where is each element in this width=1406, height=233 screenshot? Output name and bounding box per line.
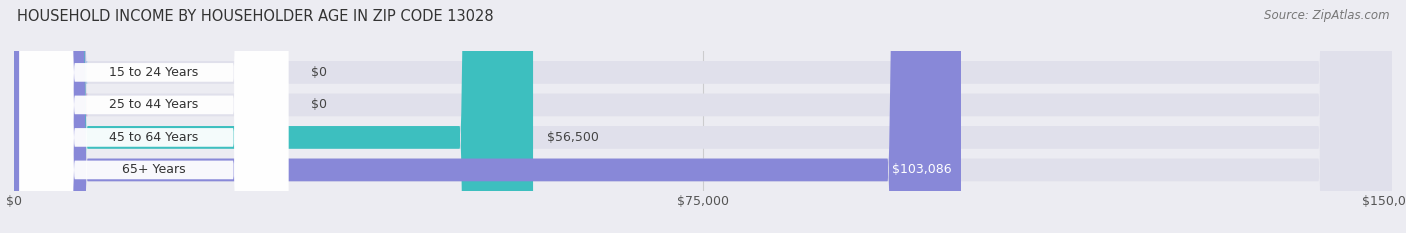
FancyBboxPatch shape	[14, 0, 1392, 233]
Text: $0: $0	[311, 66, 328, 79]
Text: $56,500: $56,500	[547, 131, 599, 144]
FancyBboxPatch shape	[20, 0, 288, 233]
FancyBboxPatch shape	[14, 0, 1392, 233]
FancyBboxPatch shape	[0, 0, 87, 233]
FancyBboxPatch shape	[0, 0, 87, 233]
FancyBboxPatch shape	[14, 0, 960, 233]
Text: HOUSEHOLD INCOME BY HOUSEHOLDER AGE IN ZIP CODE 13028: HOUSEHOLD INCOME BY HOUSEHOLDER AGE IN Z…	[17, 9, 494, 24]
FancyBboxPatch shape	[14, 0, 533, 233]
FancyBboxPatch shape	[14, 0, 1392, 233]
Text: $103,086: $103,086	[893, 163, 952, 176]
Text: Source: ZipAtlas.com: Source: ZipAtlas.com	[1264, 9, 1389, 22]
FancyBboxPatch shape	[20, 0, 288, 233]
Text: $0: $0	[311, 98, 328, 111]
Text: 65+ Years: 65+ Years	[122, 163, 186, 176]
FancyBboxPatch shape	[14, 0, 1392, 233]
Text: 25 to 44 Years: 25 to 44 Years	[110, 98, 198, 111]
FancyBboxPatch shape	[20, 0, 288, 233]
Text: 15 to 24 Years: 15 to 24 Years	[110, 66, 198, 79]
FancyBboxPatch shape	[20, 0, 288, 233]
Text: 45 to 64 Years: 45 to 64 Years	[110, 131, 198, 144]
